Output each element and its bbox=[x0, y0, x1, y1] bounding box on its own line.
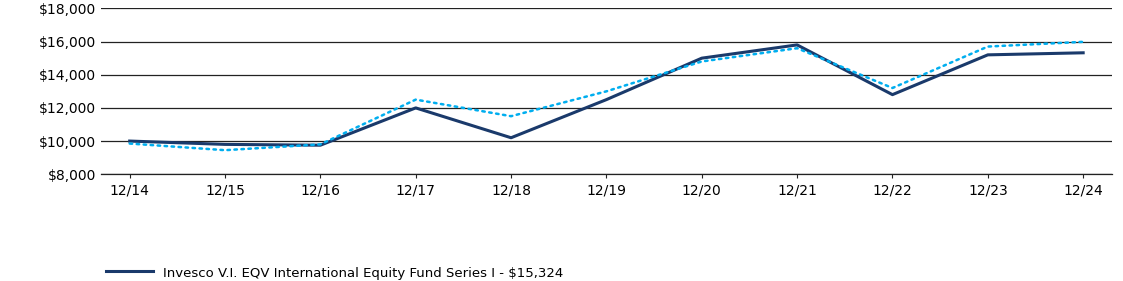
Legend: Invesco V.I. EQV International Equity Fund Series I - $15,324, MSCI ACWI ex USA®: Invesco V.I. EQV International Equity Fu… bbox=[101, 260, 568, 281]
